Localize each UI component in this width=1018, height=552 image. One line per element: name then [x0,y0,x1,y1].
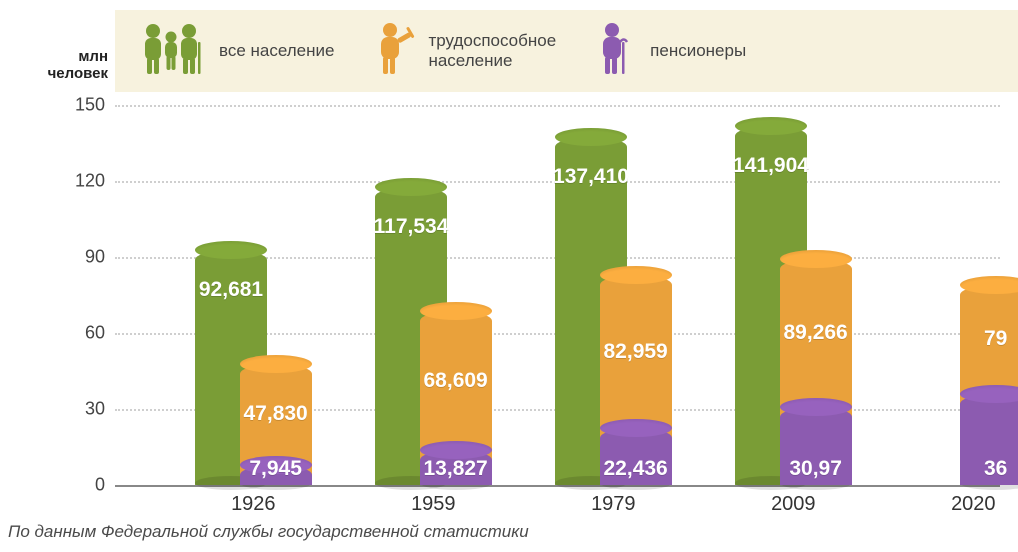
bar-value-working: 68,609 [424,369,488,393]
pensioner-icon [594,20,638,83]
worker-icon [372,20,416,83]
x-tick-label: 1926 [231,493,276,516]
bar-pension: 7,945 [240,465,312,485]
bar-value-total: 141,904 [733,154,809,178]
y-tick-label: 0 [60,475,105,496]
bar-value-pension: 36 [984,457,1007,481]
legend-item-working: трудоспособное население [372,20,556,83]
bar-value-working: 47,830 [244,402,308,426]
legend-bar: все население трудоспособное население [115,10,1018,92]
grid-line [115,105,1000,107]
y-tick-label: 60 [60,323,105,344]
bar-pension: 36 [960,394,1018,485]
legend-item-total: все население [135,20,334,83]
bar-value-pension: 13,827 [424,457,488,481]
family-icon [135,20,207,83]
y-tick-label: 90 [60,247,105,268]
bar-value-working: 79 [984,327,1007,351]
bar-value-pension: 22,436 [604,457,668,481]
bar-pension: 13,827 [420,450,492,485]
bar-value-total: 137,410 [553,165,629,189]
bar-pension: 30,97 [780,407,852,485]
legend-label-working: трудоспособное население [428,31,556,72]
bar-value-pension: 7,945 [249,457,302,481]
y-axis-label: млн человек [18,48,108,83]
legend-label-pension: пенсионеры [650,41,746,61]
y-tick-label: 30 [60,399,105,420]
chart-area: 030609012015092,68147,8307,9451926117,53… [60,105,1000,485]
bar-pension: 22,436 [600,428,672,485]
bar-value-total: 117,534 [374,215,449,239]
x-tick-label: 1979 [591,493,636,516]
x-tick-label: 2009 [771,493,816,516]
bar-value-working: 89,266 [784,321,848,345]
x-tick-label: 1959 [411,493,456,516]
footnote: По данным Федеральной службы государстве… [8,522,529,542]
bar-value-working: 82,959 [604,340,668,364]
bar-value-total: 92,681 [199,278,263,302]
bar-value-pension: 30,97 [789,457,842,481]
x-tick-label: 2020 [951,493,996,516]
legend-label-total: все население [219,41,334,61]
y-tick-label: 150 [60,95,105,116]
legend-item-pension: пенсионеры [594,20,746,83]
y-tick-label: 120 [60,171,105,192]
